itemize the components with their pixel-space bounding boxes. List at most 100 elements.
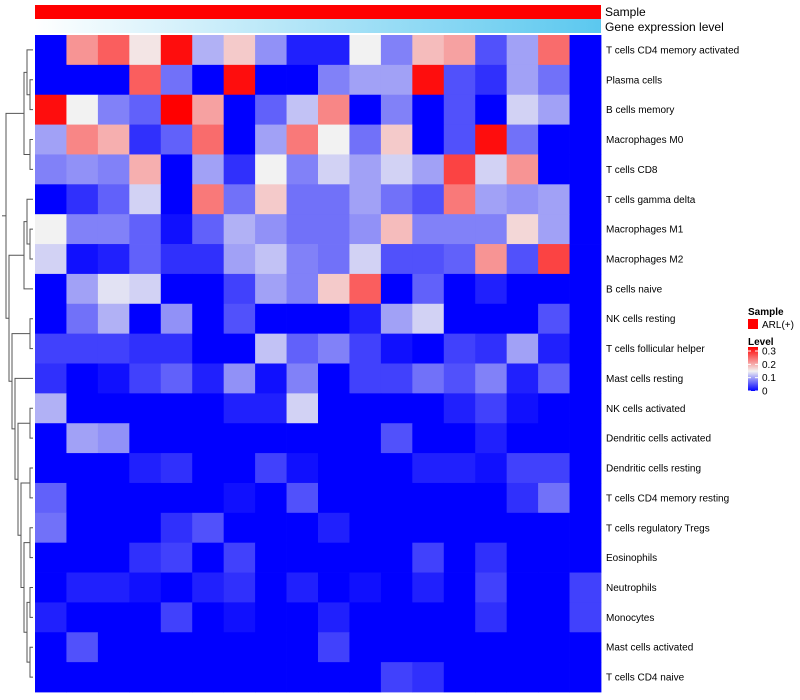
heatmap-cell: [475, 94, 508, 125]
heatmap-cell: [569, 482, 602, 514]
heatmap-cell: [349, 482, 382, 514]
heatmap-cell: [97, 333, 130, 364]
heatmap-cell: [286, 423, 319, 454]
heatmap-cell: [569, 632, 602, 663]
heatmap-cell: [318, 512, 350, 544]
heatmap-cell: [35, 363, 67, 394]
heatmap-cell: [66, 542, 99, 573]
legend-sample-title: Sample: [748, 307, 784, 318]
heatmap-cell: [160, 632, 193, 663]
heatmap-cell: [223, 64, 256, 96]
heatmap-cell: [97, 393, 130, 424]
heatmap-cell: [129, 572, 162, 603]
heatmap-cell: [412, 94, 445, 125]
heatmap-cell: [412, 333, 445, 364]
heatmap-cell: [506, 632, 539, 663]
heatmap-cells: [35, 35, 602, 693]
heatmap-cell: [380, 94, 413, 125]
heatmap-cell: [160, 154, 193, 185]
heatmap-cell: [443, 632, 476, 663]
heatmap-cell: [475, 273, 508, 305]
heatmap-cell: [160, 124, 193, 155]
heatmap-cell: [97, 94, 130, 125]
heatmap-cell: [412, 423, 445, 454]
heatmap-cell: [569, 333, 602, 364]
dendrogram-branch: [23, 221, 33, 290]
heatmap-cell: [97, 124, 130, 155]
heatmap-cell: [255, 124, 287, 155]
dendrogram-branch: [8, 254, 24, 382]
heatmap-cell: [380, 662, 413, 693]
heatmap-cell: [66, 632, 99, 663]
heatmap-cell: [538, 124, 570, 155]
heatmap-cell: [475, 453, 508, 484]
heatmap-cell: [223, 154, 256, 185]
heatmap-cell: [129, 482, 162, 514]
heatmap-cell: [506, 453, 539, 484]
heatmap-cell: [255, 94, 287, 125]
heatmap-cell: [160, 453, 193, 484]
heatmap-cell: [349, 94, 382, 125]
heatmap-cell: [412, 482, 445, 514]
heatmap-cell: [506, 154, 539, 185]
heatmap-cell: [255, 333, 287, 364]
heatmap-cell: [286, 303, 319, 335]
heatmap-cell: [160, 662, 193, 693]
heatmap-cell: [506, 303, 539, 335]
heatmap-cell: [66, 453, 99, 484]
heatmap-cell: [380, 602, 413, 633]
heatmap-cell: [443, 482, 476, 514]
heatmap-cell: [569, 423, 602, 454]
heatmap-cell: [569, 542, 602, 573]
heatmap-cell: [412, 273, 445, 305]
heatmap-cell: [412, 35, 445, 66]
heatmap-cell: [380, 273, 413, 305]
heatmap-cell: [66, 512, 99, 544]
heatmap-cell: [97, 244, 130, 275]
legend-tick-label: 0.3: [762, 347, 776, 358]
heatmap-cell: [35, 542, 67, 573]
heatmap-cell: [318, 482, 350, 514]
heatmap-cell: [443, 124, 476, 155]
heatmap-cell: [255, 363, 287, 394]
heatmap-cell: [35, 64, 67, 96]
heatmap-cell: [318, 214, 350, 245]
heatmap-cell: [506, 184, 539, 215]
heatmap-cell: [412, 572, 445, 603]
dendrogram-branch: [29, 467, 33, 499]
heatmap-cell: [286, 154, 319, 185]
heatmap-cell: [66, 572, 99, 603]
heatmap-cell: [506, 244, 539, 275]
heatmap-cell: [538, 154, 570, 185]
heatmap-cell: [66, 154, 99, 185]
heatmap-cell: [569, 512, 602, 544]
heatmap-cell: [380, 64, 413, 96]
row-label: T cells gamma delta: [606, 195, 696, 206]
heatmap-cell: [129, 94, 162, 125]
heatmap-cell: [569, 453, 602, 484]
heatmap-cell: [192, 572, 225, 603]
heatmap-cell: [349, 363, 382, 394]
heatmap-cell: [506, 602, 539, 633]
heatmap-cell: [255, 542, 287, 573]
heatmap-cell: [66, 303, 99, 335]
heatmap-cell: [129, 244, 162, 275]
heatmap-cell: [506, 35, 539, 66]
heatmap-cell: [97, 453, 130, 484]
heatmap-cell: [569, 94, 602, 125]
heatmap-cell: [97, 363, 130, 394]
heatmap-cell: [318, 453, 350, 484]
heatmap-cell: [318, 94, 350, 125]
heatmap-cell: [318, 632, 350, 663]
heatmap-cell: [160, 244, 193, 275]
heatmap-cell: [506, 64, 539, 96]
heatmap-cell: [286, 184, 319, 215]
expression-bar-fill: [35, 19, 601, 33]
heatmap-cell: [538, 453, 570, 484]
heatmap-cell: [255, 244, 287, 275]
heatmap-cell: [538, 303, 570, 335]
heatmap-cell: [318, 572, 350, 603]
heatmap-cell: [160, 64, 193, 96]
heatmap-cell: [66, 662, 99, 693]
